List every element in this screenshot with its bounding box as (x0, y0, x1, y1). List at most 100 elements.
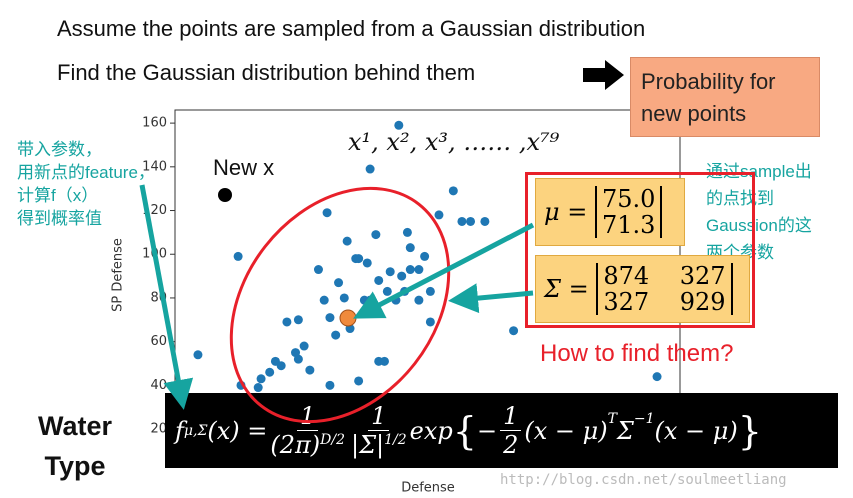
point (362, 258, 372, 268)
note-line: 得到概率值 (17, 209, 102, 228)
y-tick-label: 100 (142, 247, 167, 262)
box-line: new points (641, 101, 747, 126)
point (509, 326, 519, 336)
brace: { (452, 408, 477, 453)
exp-sup: 1/2 (384, 432, 407, 448)
note-line: Gaussion的这 (706, 216, 812, 235)
y-axis-label: SP Defense (111, 238, 126, 312)
point (319, 295, 329, 305)
point (354, 254, 364, 264)
point (394, 120, 404, 130)
sigma-value: 874 (603, 262, 650, 290)
y-tick-label: 40 (150, 378, 167, 393)
f: f (175, 416, 184, 445)
point (391, 295, 401, 305)
note-line: 带入参数， (17, 140, 102, 159)
minus: − (476, 416, 498, 445)
num: 1 (500, 402, 522, 431)
point (365, 164, 375, 174)
point (365, 295, 375, 305)
inverse: −1 (633, 411, 655, 427)
point (345, 324, 355, 334)
point (382, 286, 392, 296)
point (420, 251, 430, 261)
subtitle: Find the Gaussian distribution behind th… (57, 60, 476, 85)
point (434, 210, 444, 220)
point (414, 265, 424, 275)
y-tick-label: 140 (142, 159, 167, 174)
point (345, 310, 355, 320)
point (414, 295, 424, 305)
note-line: 用新点的feature， (17, 163, 155, 182)
sigma: Σ (616, 416, 634, 445)
f-sub: μ,Σ (183, 422, 208, 439)
point (236, 380, 246, 390)
point (325, 380, 335, 390)
point (256, 374, 266, 384)
sigma-value: 327 (603, 288, 650, 316)
right-note: 通过sample出 的点找到 Gaussion的这 两个参数 (706, 158, 812, 266)
mu-matrix: 75.0 71.3 (594, 185, 663, 239)
title: Assume the points are sampled from a Gau… (57, 16, 646, 41)
mu-value: 75.0 (601, 185, 656, 213)
point (397, 271, 407, 281)
den: (2π) (270, 431, 321, 459)
x-axis-label: Defense (401, 481, 455, 496)
point (652, 372, 662, 382)
point (405, 243, 415, 253)
point (402, 227, 412, 237)
water-type: Water Type (38, 406, 112, 486)
transpose: T (607, 411, 617, 427)
sigma-matrix: 874 327 327 929 (596, 262, 733, 316)
point (374, 275, 384, 285)
point (454, 295, 464, 305)
y-tick-label: 60 (150, 334, 167, 349)
left-note: 带入参数， 用新点的feature， 计算f（x） 得到概率值 (17, 138, 155, 230)
probability-box: Probability for new points (630, 57, 820, 137)
lhs: (x) = (207, 416, 268, 445)
point (233, 251, 243, 261)
point (342, 236, 352, 246)
exp-sup: D/2 (320, 432, 345, 448)
y-tick-label: 20 (150, 422, 167, 437)
point (282, 317, 292, 327)
mu-box: μ = 75.0 71.3 (535, 178, 685, 246)
point (339, 293, 349, 303)
new-x-label: New x (213, 155, 275, 180)
frac: 1 |Σ|1/2 (351, 402, 407, 459)
point (293, 354, 303, 364)
note-line: 计算f（x） (17, 186, 99, 205)
num: 1 (297, 402, 319, 431)
mu-symbol: μ = (544, 198, 588, 226)
type-line: Type (44, 451, 106, 481)
brace: } (737, 408, 762, 453)
num: 1 (368, 402, 390, 431)
point (334, 278, 344, 288)
sigma-value: 929 (679, 288, 726, 316)
point (405, 265, 415, 275)
sigma-symbol: Σ = (544, 275, 589, 303)
exp: exp (409, 416, 453, 445)
question: How to find them? (540, 340, 734, 367)
note-line: 通过sample出 (706, 162, 812, 181)
box-line: Probability for (641, 69, 776, 94)
frac: 1 (2π)D/2 (270, 402, 345, 459)
sigma-value: 327 (679, 262, 726, 290)
point (425, 317, 435, 327)
term: (x − μ) (654, 416, 738, 445)
sequence: x¹, x², x³, …… ,x⁷⁹ (348, 128, 560, 156)
point (276, 361, 286, 371)
term: (x − μ) (524, 416, 608, 445)
den: 2 (503, 431, 519, 459)
point (425, 286, 435, 296)
point (265, 367, 275, 377)
point (313, 265, 323, 275)
point (400, 286, 410, 296)
y-tick-label: 160 (142, 116, 167, 131)
y-tick-label: 80 (150, 290, 167, 305)
watermark: http://blog.csdn.net/soulmeetliang (500, 472, 787, 488)
mu-value: 71.3 (601, 211, 656, 239)
note-line: 的点找到 (706, 189, 774, 208)
point (322, 208, 332, 218)
